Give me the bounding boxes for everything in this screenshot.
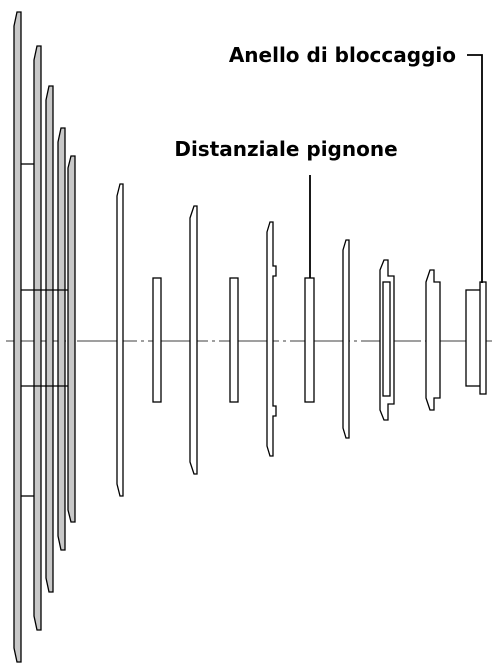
lock-ring [466,282,486,394]
sprocket-3 [46,86,53,592]
sprocket-6 [117,184,123,496]
spacer-4 [383,282,390,396]
lock-ring-leader [467,55,482,283]
large-sprocket-stack [14,12,75,662]
sprocket-2 [34,46,41,630]
spacer-2 [230,278,238,402]
small-sprockets [117,184,440,496]
sprocket-5 [68,156,75,522]
lock-ring-label: Anello di bloccaggio [229,43,456,67]
sprocket-8 [267,222,276,456]
lock-ring-flange [480,282,486,394]
sprocket-7 [190,206,197,474]
spacer-1 [153,278,161,402]
spacer-3 [305,278,314,402]
sprocket-11 [426,270,440,410]
spacer-label: Distanziale pignone [174,137,397,161]
sprocket-1 [14,12,21,662]
sprocket-4 [58,128,65,550]
sprocket-9 [343,240,349,438]
